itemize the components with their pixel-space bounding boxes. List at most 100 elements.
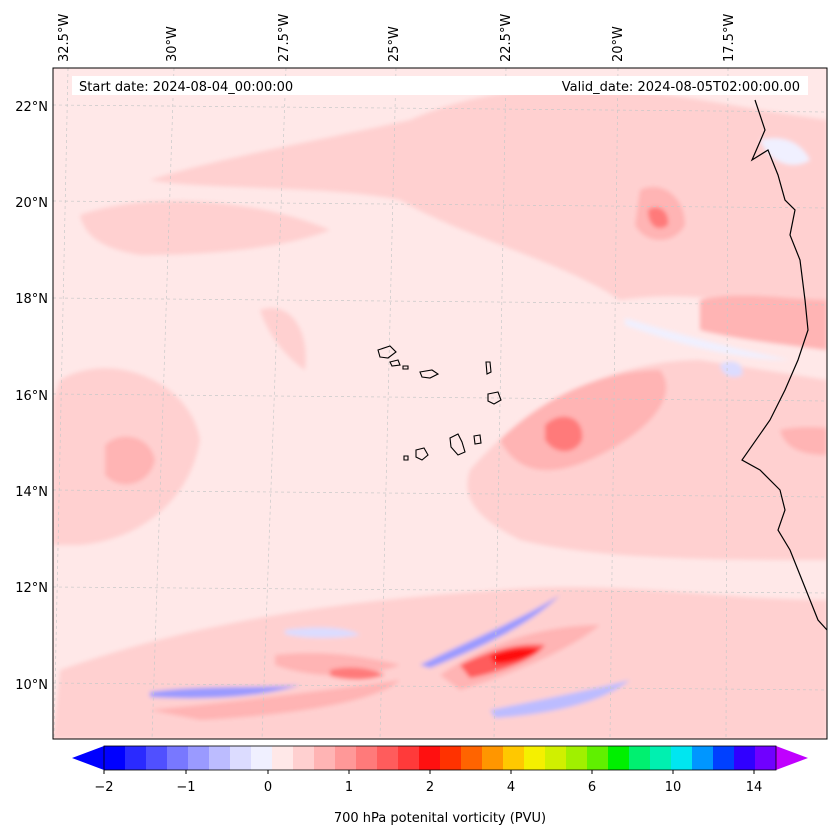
islands xyxy=(377,345,502,461)
header-box xyxy=(72,76,808,95)
pv-negative-band-1 xyxy=(150,685,300,699)
pv-core-east xyxy=(500,370,667,471)
colorbar-cell xyxy=(230,746,252,770)
latitude-labels: 22°N 20°N 18°N 16°N 14°N 12°N 10°N xyxy=(15,100,48,693)
lon-label: 27.5°W xyxy=(277,14,292,62)
colorbar-cell xyxy=(482,746,504,770)
island xyxy=(415,447,429,461)
pv-max-north xyxy=(648,207,669,229)
island xyxy=(449,433,466,456)
pv-peak-south xyxy=(490,647,540,664)
colorbar-cell xyxy=(545,746,567,770)
island xyxy=(403,455,409,461)
colorbar-cell xyxy=(335,746,357,770)
lat-label: 10°N xyxy=(15,678,48,693)
colorbar-tick-label: 14 xyxy=(746,780,763,795)
colorbar-cell xyxy=(419,746,441,770)
colorbar-cell xyxy=(713,746,735,770)
map-frame xyxy=(52,67,828,740)
colorbar-ticks xyxy=(103,770,755,774)
pv-band-northwest xyxy=(80,200,330,255)
island xyxy=(473,434,482,445)
island xyxy=(402,365,409,370)
lat-label: 22°N xyxy=(15,100,48,115)
pv-band-coast xyxy=(700,295,827,350)
pv-contours xyxy=(53,88,827,739)
colorbar-under-arrow xyxy=(72,746,104,770)
colorbar-cell xyxy=(377,746,399,770)
colorbar-cell xyxy=(167,746,189,770)
lon-label: 32.5°W xyxy=(57,14,72,62)
colorbar-cell xyxy=(650,746,672,770)
pv-band-north xyxy=(150,88,827,330)
pv-negative-coast xyxy=(760,138,810,165)
colorbar-cell xyxy=(104,746,126,770)
pv-negative-band-2 xyxy=(420,595,560,668)
colorbar-cell xyxy=(566,746,588,770)
colorbar-cell xyxy=(503,746,525,770)
colorbar-frame xyxy=(103,745,777,771)
pv-core-coast xyxy=(780,427,827,455)
island xyxy=(377,345,397,359)
valid-date: Valid_date: 2024-08-05T02:00:00.00 xyxy=(562,80,800,95)
colorbar-cell xyxy=(587,746,609,770)
lon-label: 25°W xyxy=(387,26,402,62)
colorbar-cell xyxy=(125,746,147,770)
colorbar-cell xyxy=(692,746,714,770)
colorbar-cell xyxy=(734,746,756,770)
colorbar-cell xyxy=(755,746,777,770)
africa-coastline xyxy=(741,99,827,631)
map-panel: Start date: 2024-08-04_00:00:00 Valid_da… xyxy=(53,68,827,739)
colorbar-cell xyxy=(398,746,420,770)
start-date: Start date: 2024-08-04_00:00:00 xyxy=(79,80,293,95)
lat-label: 18°N xyxy=(15,292,48,307)
colorbar-cell xyxy=(356,746,378,770)
pv-negative-blob xyxy=(720,361,743,377)
colorbar-cell xyxy=(251,746,273,770)
pv-streak-south xyxy=(150,680,400,720)
lon-label: 30°W xyxy=(165,26,180,62)
colorbar-cell xyxy=(188,746,210,770)
colorbar-tick-label: 6 xyxy=(588,780,596,795)
colorbar: −2 −1 0 1 2 4 6 10 14 700 hPa potenital … xyxy=(72,745,808,826)
gridlines xyxy=(53,68,827,739)
colorbar-cell xyxy=(272,746,294,770)
lat-label: 12°N xyxy=(15,581,48,596)
colorbar-cell xyxy=(146,746,168,770)
pv-max-east xyxy=(545,416,583,452)
lon-label: 22.5°W xyxy=(499,14,514,62)
colorbar-tick-label: 10 xyxy=(665,780,682,795)
island xyxy=(419,369,440,379)
longitude-labels: 32.5°W 30°W 27.5°W 25°W 22.5°W 20°W 17.5… xyxy=(57,14,737,62)
lat-label: 16°N xyxy=(15,389,48,404)
colorbar-cell xyxy=(524,746,546,770)
colorbar-tick-label: 1 xyxy=(345,780,353,795)
colorbar-cells xyxy=(104,746,777,770)
colorbar-label: 700 hPa potenital vorticity (PVU) xyxy=(334,811,546,826)
colorbar-cell xyxy=(209,746,231,770)
island xyxy=(485,361,492,375)
colorbar-cell xyxy=(314,746,336,770)
colorbar-tick-label: 2 xyxy=(426,780,434,795)
pv-streak xyxy=(260,308,306,370)
pv-max-south-west xyxy=(330,667,385,680)
lat-label: 20°N xyxy=(15,196,48,211)
island xyxy=(487,391,502,405)
lat-label: 14°N xyxy=(15,485,48,500)
colorbar-over-arrow xyxy=(776,746,808,770)
colorbar-cell xyxy=(608,746,630,770)
colorbar-tick-label: −1 xyxy=(176,780,195,795)
pv-core-west xyxy=(105,436,155,485)
colorbar-cell xyxy=(629,746,651,770)
colorbar-tick-label: 0 xyxy=(264,780,272,795)
lon-label: 17.5°W xyxy=(722,14,737,62)
colorbar-cell xyxy=(461,746,483,770)
lon-label: 20°W xyxy=(611,26,626,62)
colorbar-tick-label: 4 xyxy=(507,780,515,795)
colorbar-cell xyxy=(293,746,315,770)
colorbar-cell xyxy=(671,746,693,770)
colorbar-tick-label: −2 xyxy=(94,780,113,795)
pv-negative-band-4 xyxy=(490,680,630,718)
island xyxy=(389,359,401,367)
